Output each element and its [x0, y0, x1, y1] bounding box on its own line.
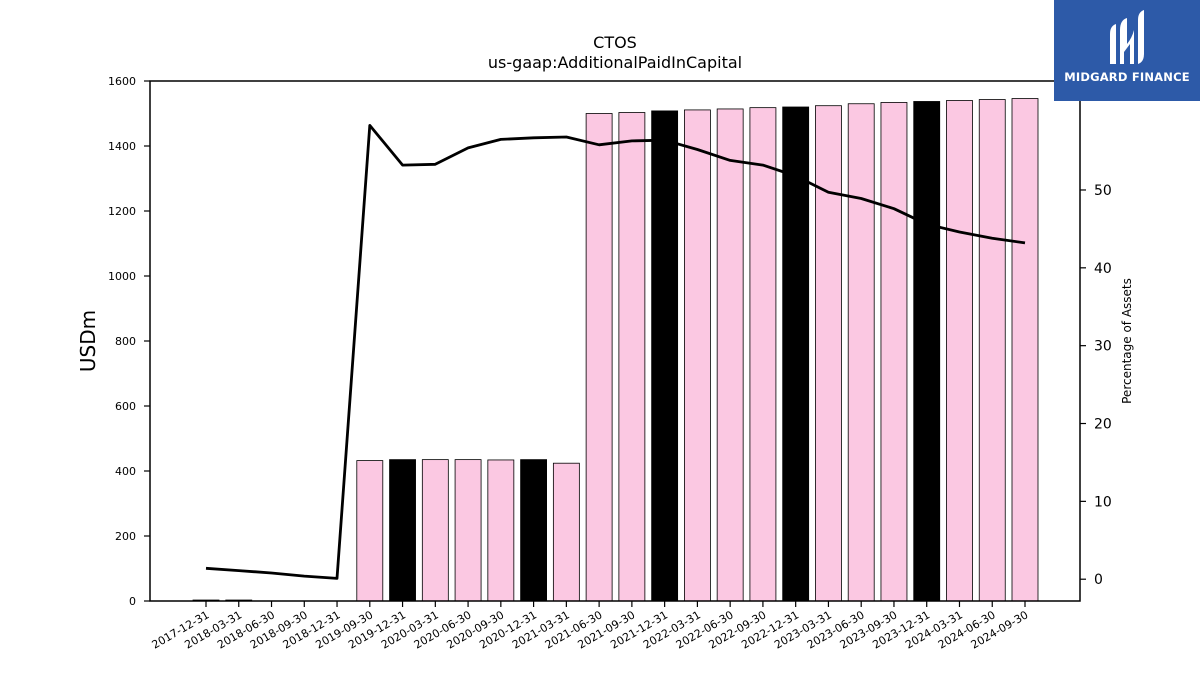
bar [880, 102, 908, 602]
y2-tick-label: 40 [1094, 261, 1112, 277]
y-tick-label: 400 [115, 465, 136, 478]
y-tick-label: 1000 [108, 270, 136, 283]
bar [520, 459, 547, 602]
bar [552, 462, 580, 602]
chart-title: CTOS [593, 33, 637, 52]
y-tick-label: 1200 [108, 205, 136, 218]
bar [978, 99, 1006, 602]
right-axis: 0 10 20 30 40 50 [1080, 183, 1112, 588]
y2-tick-label: 30 [1094, 339, 1112, 355]
bar [684, 109, 711, 602]
bar [946, 100, 973, 602]
y-axis-label: USDm [76, 310, 100, 372]
brand-name: MIDGARD FINANCE [1064, 70, 1190, 84]
line-group [205, 124, 1026, 580]
bar [421, 459, 449, 602]
y2-tick-label: 50 [1094, 183, 1112, 199]
plot-frame [149, 80, 1081, 602]
bar [618, 112, 646, 602]
bar [585, 113, 613, 602]
y2-tick-label: 20 [1094, 417, 1112, 433]
y-tick-label: 800 [115, 335, 136, 348]
bar [1011, 98, 1039, 602]
bar [782, 106, 810, 602]
y-tick-label: 200 [115, 530, 136, 543]
y2-axis-label: Percentage of Assets [1120, 278, 1134, 404]
bar [356, 460, 384, 602]
y-tick-label: 1400 [108, 140, 136, 153]
bar [716, 108, 744, 602]
bar [847, 103, 875, 602]
bar [487, 459, 515, 602]
y2-tick-label: 0 [1094, 572, 1103, 588]
bar [651, 110, 679, 602]
bar-group [192, 98, 1039, 602]
bar [749, 107, 777, 602]
y-tick-label: 0 [129, 595, 136, 608]
y-tick-label: 1600 [108, 75, 136, 88]
bar [913, 101, 941, 602]
brand-logo: MIDGARD FINANCE [1054, 0, 1200, 101]
bar [815, 105, 842, 602]
x-axis: 2017-12-312018-03-312018-06-302018-09-30… [150, 601, 1031, 652]
chart-subtitle: us-gaap:AdditionalPaidInCapital [488, 53, 742, 72]
bar [389, 459, 416, 602]
left-axis: 0 200 400 600 800 1000 1200 1400 1600 [108, 75, 150, 608]
bar [454, 459, 482, 602]
y2-tick-label: 10 [1094, 494, 1112, 510]
midgard-logo-icon [1110, 10, 1144, 64]
percentage-line [205, 124, 1026, 580]
y-tick-label: 600 [115, 400, 136, 413]
